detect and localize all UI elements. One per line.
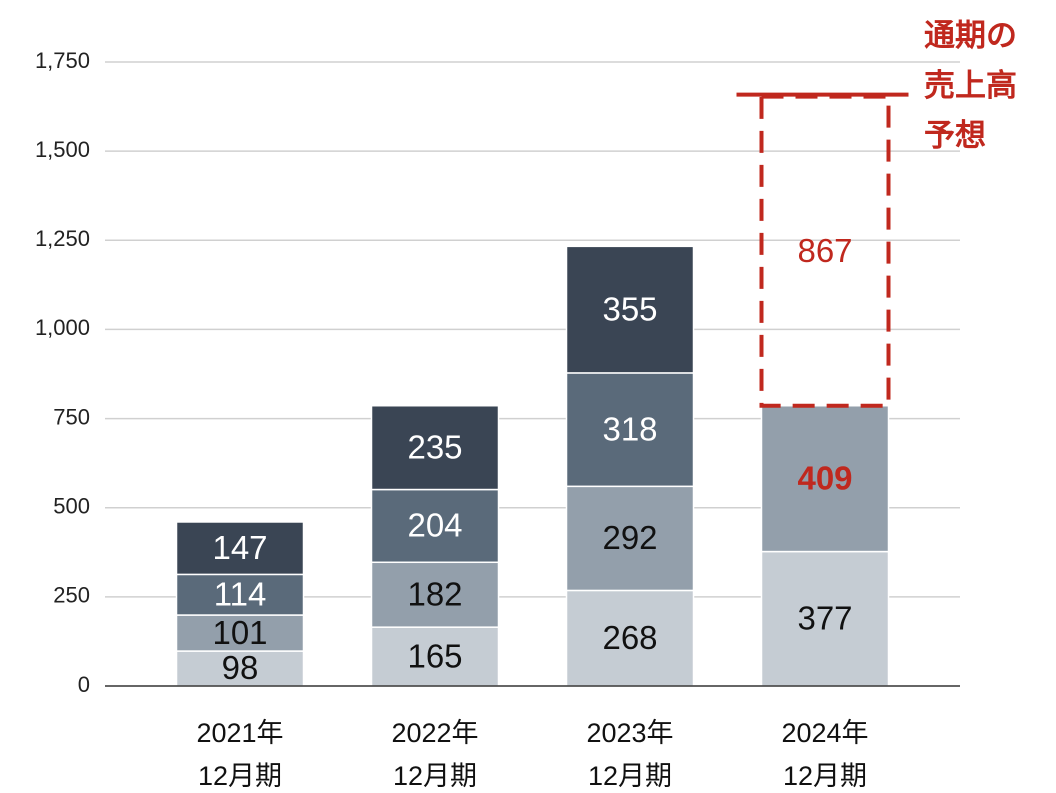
data-label: 147: [212, 529, 267, 566]
bar-segment: [565, 485, 695, 592]
y-tick-label: 1,750: [35, 48, 90, 73]
y-tick-label: 1,500: [35, 137, 90, 162]
annotation: 予想: [924, 118, 986, 153]
x-tick-label: 2023年 12月期: [586, 718, 673, 791]
bar-segment: [370, 626, 500, 687]
data-label: 235: [407, 428, 462, 465]
bar-segment: [370, 488, 500, 564]
data-label: 409: [797, 459, 852, 496]
data-label: 377: [797, 600, 852, 637]
bar-segment: [565, 245, 695, 374]
bar-segment: [760, 404, 890, 553]
bar-segment: [565, 372, 695, 488]
x-tick-label: 2024年 12月期: [781, 718, 868, 791]
bar-segment: [175, 521, 305, 576]
data-label: 98: [222, 649, 259, 686]
annotation: 売上高: [924, 68, 1017, 103]
data-label: 101: [212, 614, 267, 651]
data-label: 182: [407, 575, 462, 612]
y-tick-label: 1,250: [35, 226, 90, 251]
bar-segment: [175, 614, 305, 652]
data-label: 355: [602, 290, 657, 327]
y-tick-label: 250: [53, 583, 90, 608]
x-tick-label: 2021年 12月期: [196, 718, 283, 791]
data-label: 165: [407, 637, 462, 674]
data-label: 292: [602, 519, 657, 556]
data-label: 268: [602, 619, 657, 656]
data-label: 318: [602, 410, 657, 447]
data-label: 867: [797, 232, 852, 269]
y-tick-label: 0: [78, 672, 90, 697]
data-label: 114: [214, 575, 267, 612]
y-tick-label: 500: [53, 494, 90, 519]
bar-segment: [370, 404, 500, 491]
data-label: 204: [407, 507, 462, 544]
bar-segment: [175, 573, 305, 616]
bar-segment: [760, 550, 890, 687]
annotation: 通期の: [924, 18, 1017, 53]
y-tick-label: 750: [53, 404, 90, 429]
forecast-bar: [759, 94, 891, 408]
x-tick-label: 2022年 12月期: [391, 718, 478, 791]
y-tick-label: 1,000: [35, 315, 90, 340]
bar-segment: [370, 561, 500, 628]
